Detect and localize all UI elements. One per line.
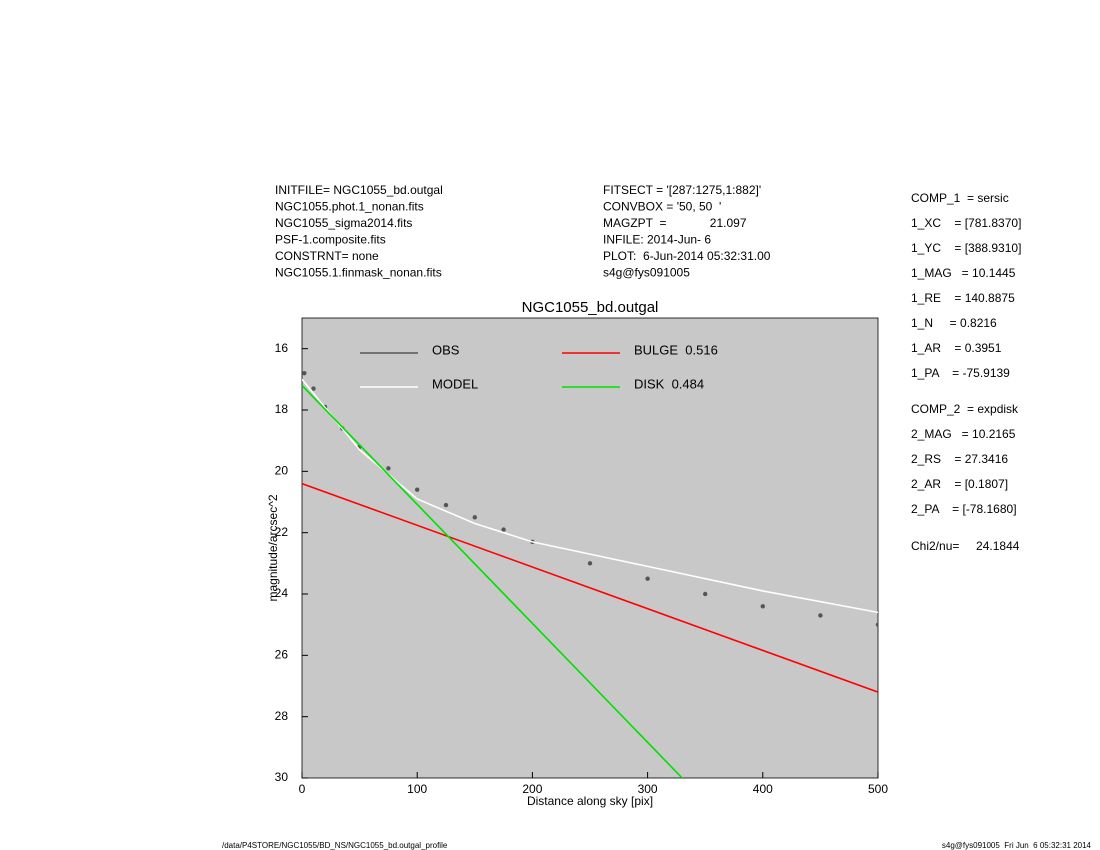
y-tick-label: 20: [275, 464, 289, 478]
obs-point: [386, 466, 391, 471]
x-axis-label: Distance along sky [pix]: [527, 794, 653, 808]
x-tick-label: 500: [868, 782, 888, 796]
fit-parameter: 2_AR = [0.1807]: [911, 477, 1008, 491]
info-left: CONSTRNT= none: [275, 249, 379, 263]
fit-parameter: 2_RS = 27.3416: [911, 452, 1008, 466]
info-middle: CONVBOX = '50, 50 ': [603, 200, 721, 214]
obs-point: [415, 487, 420, 492]
info-middle: FITSECT = '[287:1275,1:882]': [603, 183, 761, 197]
x-tick-label: 300: [638, 782, 658, 796]
obs-point: [875, 622, 878, 627]
fit-parameter: 1_AR = 0.3951: [911, 341, 1002, 355]
fit-parameter: COMP_1 = sersic: [911, 191, 1009, 205]
info-left: PSF-1.composite.fits: [275, 233, 386, 247]
info-middle: s4g@fys091005: [603, 266, 690, 280]
obs-point: [302, 371, 307, 376]
profile-line: [302, 378, 878, 614]
fit-parameter: 1_MAG = 10.1445: [911, 266, 1016, 280]
fit-parameter: 1_RE = 140.8875: [911, 291, 1015, 305]
footer-stamp: s4g@fys091005 Fri Jun 6 05:32:31 2014: [942, 841, 1092, 850]
y-tick-label: 30: [275, 770, 289, 784]
fit-parameter: Chi2/nu= 24.1844: [911, 539, 1020, 553]
fit-parameter: 1_XC = [781.8370]: [911, 216, 1021, 230]
y-tick-label: 22: [275, 525, 289, 539]
profile-line: [302, 384, 683, 778]
plot-marks: [302, 371, 878, 778]
legend-label: BULGE 0.516: [634, 342, 718, 357]
fit-parameter: COMP_2 = expdisk: [911, 402, 1019, 416]
legend-label: OBS: [432, 342, 460, 357]
obs-point: [760, 604, 765, 609]
fit-parameter: 1_N = 0.8216: [911, 316, 997, 330]
y-tick-label: 18: [275, 402, 289, 416]
info-left: NGC1055.1.finmask_nonan.fits: [275, 266, 442, 280]
fit-parameter: 2_MAG = 10.2165: [911, 427, 1016, 441]
info-left: INITFILE= NGC1055_bd.outgal: [275, 183, 443, 197]
legend-label: DISK 0.484: [634, 376, 704, 391]
obs-point: [703, 591, 708, 597]
x-tick-label: 100: [407, 782, 427, 796]
info-middle: INFILE: 2014-Jun- 6: [603, 233, 711, 247]
obs-point: [311, 386, 316, 391]
fit-parameter: 1_YC = [388.9310]: [911, 241, 1021, 255]
obs-point: [443, 502, 449, 508]
fit-parameter: 1_PA = -75.9139: [911, 366, 1010, 380]
obs-point: [501, 527, 506, 532]
y-axis-label: magnitude/arcsec^2: [266, 494, 280, 601]
info-left: NGC1055.phot.1_nonan.fits: [275, 200, 424, 214]
x-tick-label: 400: [753, 782, 773, 796]
obs-point: [472, 515, 477, 520]
fit-parameter: 2_PA = [-78.1680]: [911, 502, 1017, 516]
legend-label: MODEL: [432, 376, 478, 391]
footer-path: /data/P4STORE/NGC1055/BD_NS/NGC1055_bd.o…: [222, 841, 448, 850]
obs-point: [587, 561, 593, 566]
info-middle: PLOT: 6-Jun-2014 05:32:31.00: [603, 249, 771, 263]
profile-line: [302, 482, 878, 693]
y-tick-label: 24: [275, 586, 289, 600]
info-middle: MAGZPT = 21.097: [603, 216, 747, 230]
x-tick-label: 0: [299, 782, 306, 796]
x-tick-label: 200: [522, 782, 542, 796]
chart-title: NGC1055_bd.outgal: [522, 299, 659, 316]
obs-point: [645, 576, 650, 581]
info-left: NGC1055_sigma2014.fits: [275, 216, 412, 230]
y-tick-label: 16: [275, 341, 289, 355]
y-tick-label: 26: [275, 648, 289, 662]
y-tick-label: 28: [275, 709, 289, 723]
obs-point: [818, 613, 823, 618]
plot-area: [301, 317, 879, 779]
